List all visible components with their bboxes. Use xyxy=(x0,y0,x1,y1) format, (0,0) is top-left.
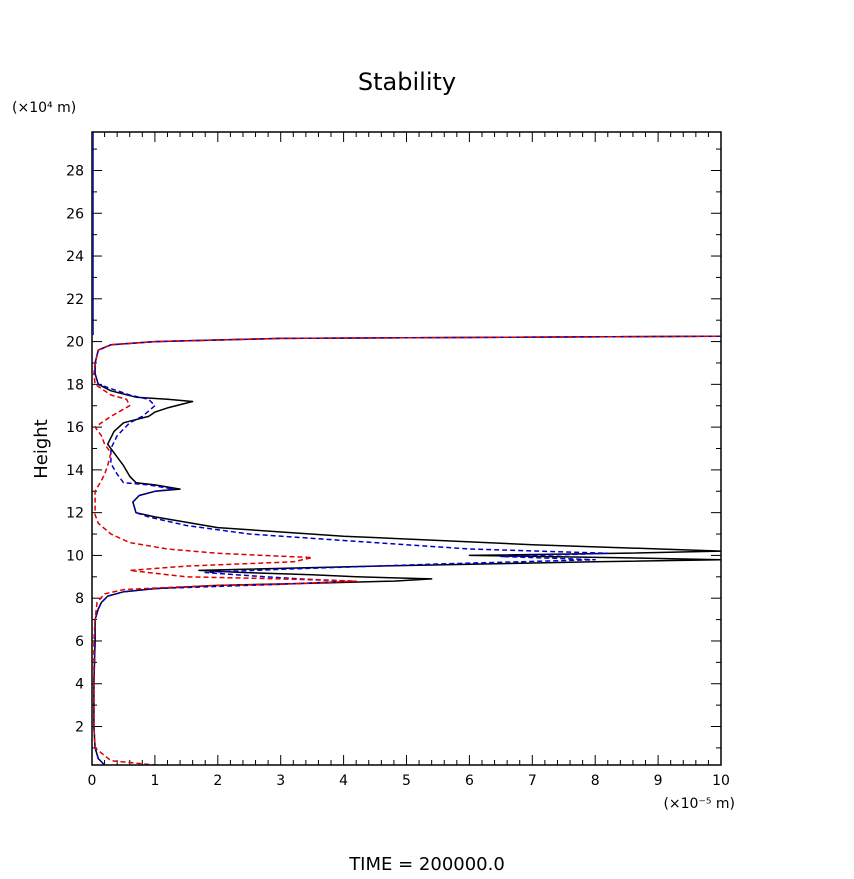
y-axis-unit-label: (×10⁴ m) xyxy=(12,100,76,116)
x-tick-label: 10 xyxy=(712,773,730,789)
x-axis-unit-label: (×10⁻⁵ m) xyxy=(663,796,735,812)
x-tick-label: 9 xyxy=(654,773,663,789)
time-footer: TIME = 200000.0 xyxy=(348,854,505,875)
y-tick-label: 12 xyxy=(66,506,84,522)
x-tick-label: 0 xyxy=(88,773,97,789)
x-tick-label: 5 xyxy=(402,773,411,789)
y-tick-label: 28 xyxy=(66,163,84,179)
x-tick-label: 2 xyxy=(213,773,222,789)
x-tick-label: 4 xyxy=(339,773,348,789)
chart-title: Stability xyxy=(358,68,456,96)
x-tick-label: 8 xyxy=(591,773,600,789)
y-axis-label: Height xyxy=(31,419,52,479)
y-tick-label: 16 xyxy=(66,420,84,436)
y-tick-label: 8 xyxy=(75,591,84,607)
y-tick-label: 10 xyxy=(66,548,84,564)
axis-ticks xyxy=(91,132,722,765)
x-tick-label: 3 xyxy=(276,773,285,789)
y-tick-label: 20 xyxy=(66,335,84,351)
series-line-blue-dashed xyxy=(93,335,721,765)
y-tick-label: 14 xyxy=(66,463,84,479)
y-tick-label: 18 xyxy=(66,377,84,393)
x-tick-label: 1 xyxy=(150,773,159,789)
y-tick-label: 26 xyxy=(66,206,84,222)
y-tick-label: 22 xyxy=(66,292,84,308)
y-tick-label: 4 xyxy=(75,677,84,693)
x-tick-label: 6 xyxy=(465,773,474,789)
plot-area xyxy=(92,132,721,765)
plot-frame xyxy=(91,131,722,766)
y-tick-label: 6 xyxy=(75,634,84,650)
y-tick-label: 24 xyxy=(66,249,84,265)
x-tick-label: 7 xyxy=(528,773,537,789)
y-tick-label: 2 xyxy=(75,720,84,736)
series-line-red-dashed xyxy=(93,335,721,765)
